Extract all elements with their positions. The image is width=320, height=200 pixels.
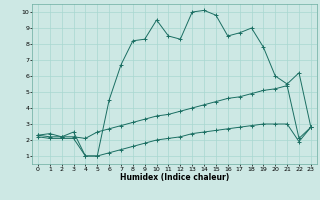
X-axis label: Humidex (Indice chaleur): Humidex (Indice chaleur) [120, 173, 229, 182]
